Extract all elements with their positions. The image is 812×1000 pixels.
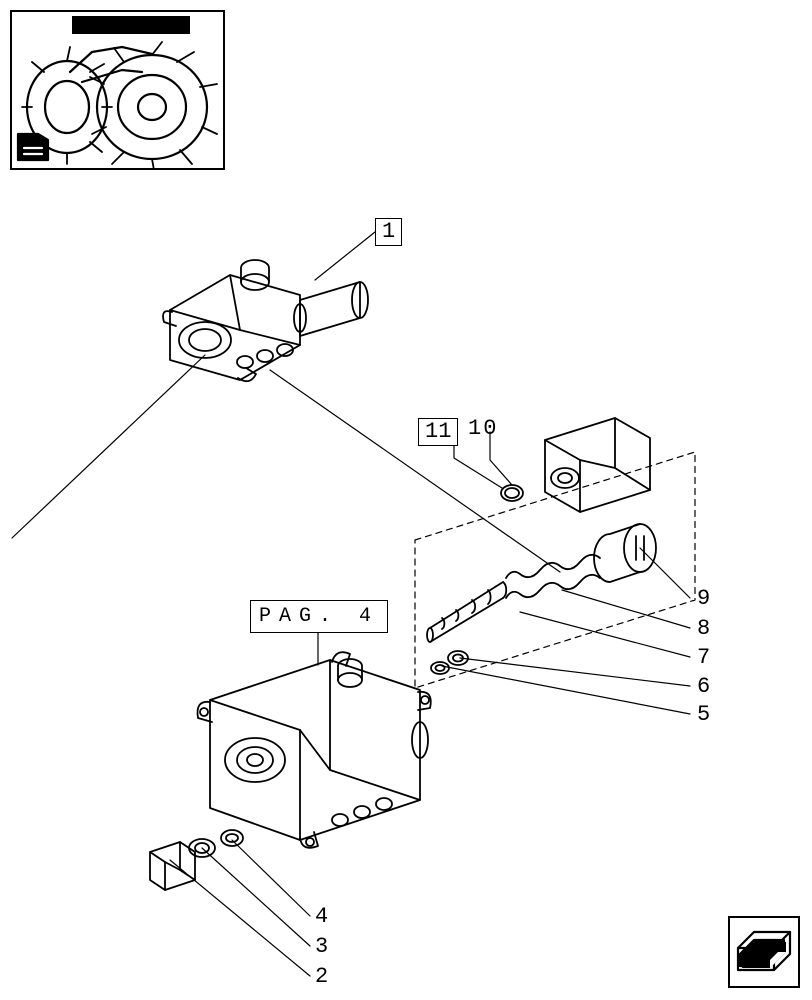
- callout-3: 3: [315, 936, 330, 958]
- part-housing-lower: [198, 652, 431, 848]
- part-plug-group: [150, 830, 243, 890]
- callout-7: 7: [697, 647, 712, 669]
- callout-5: 5: [697, 704, 712, 726]
- main-diagram-svg: [0, 0, 812, 1000]
- callout-2: 2: [315, 966, 330, 988]
- next-page-icon[interactable]: [728, 916, 800, 988]
- callout-11-label: 11: [425, 419, 451, 444]
- callout-box-11: 11: [418, 418, 458, 446]
- phantom-box: [415, 452, 695, 688]
- callout-10: 10: [468, 418, 498, 440]
- part-spool-group: [427, 524, 656, 674]
- callout-4: 4: [315, 906, 330, 928]
- callout-8: 8: [697, 618, 712, 640]
- part-cartridge: [501, 418, 650, 512]
- callout-1-label: 1: [382, 219, 395, 244]
- callout-6: 6: [697, 676, 712, 698]
- part-assembly-top: [163, 260, 368, 381]
- callout-9: 9: [697, 588, 712, 610]
- page-ref-box: PAG. 4: [250, 600, 388, 633]
- page-ref-label: PAG. 4: [259, 605, 379, 628]
- callout-box-1: 1: [375, 218, 402, 246]
